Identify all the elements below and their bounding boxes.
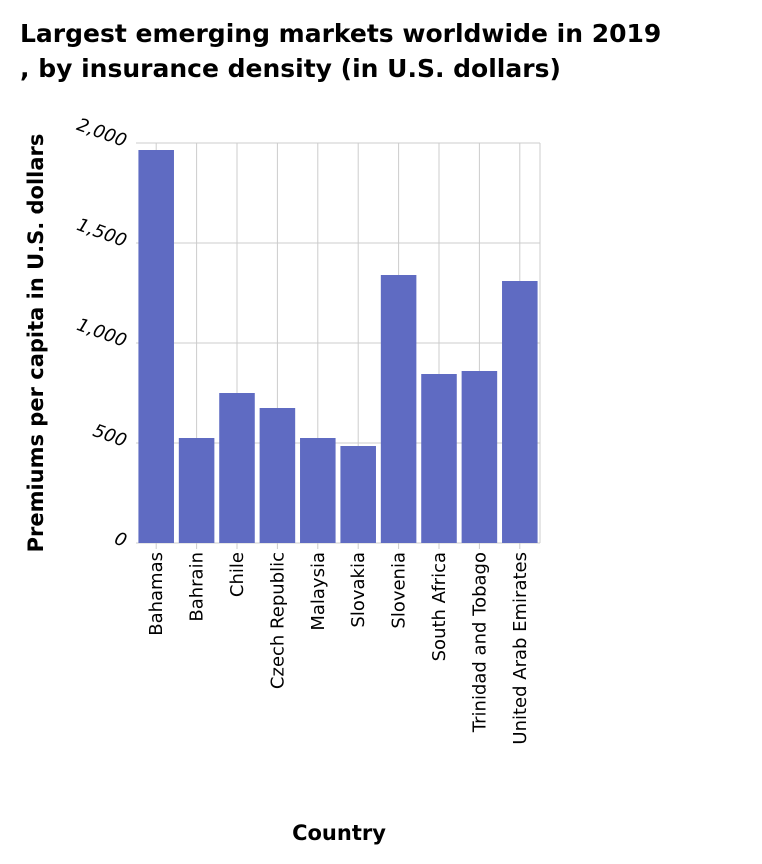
x-tick-label: Trinidad and Tobago bbox=[469, 552, 490, 733]
grid-lines bbox=[136, 142, 541, 549]
bar bbox=[421, 374, 457, 543]
x-tick-label: Bahrain bbox=[187, 552, 208, 622]
chart-title: Largest emerging markets worldwide in 20… bbox=[20, 19, 662, 83]
x-tick-label: Slovakia bbox=[348, 552, 369, 628]
y-tick-label: 2,000 bbox=[74, 114, 130, 151]
x-tick-label: South Africa bbox=[429, 552, 450, 661]
y-tick-label: 1,500 bbox=[74, 214, 130, 251]
bar bbox=[502, 281, 538, 543]
bar bbox=[219, 393, 255, 543]
x-tick-label: Czech Republic bbox=[267, 552, 288, 689]
x-tick-label: Bahamas bbox=[146, 552, 167, 636]
y-tick-label: 500 bbox=[90, 420, 129, 451]
x-axis-label: Country bbox=[292, 821, 386, 845]
bar bbox=[340, 446, 376, 543]
bar bbox=[138, 150, 174, 543]
bar bbox=[380, 275, 417, 543]
bar bbox=[461, 371, 498, 543]
y-tick-label: 0 bbox=[112, 528, 130, 552]
bar bbox=[178, 438, 215, 543]
x-tick-labels: Bahamas Bahrain Chile Czech Republic Malaysi… bbox=[146, 552, 531, 745]
x-tick-label: Malaysia bbox=[308, 552, 329, 631]
x-tick-label: Chile bbox=[227, 552, 248, 597]
x-tick-label: Slovenia bbox=[389, 552, 410, 629]
y-tick-labels: 0 500 1,000 1,500 2,000 bbox=[74, 114, 130, 551]
y-axis-label: Premiums per capita in U.S. dollars bbox=[24, 134, 48, 553]
bars bbox=[138, 150, 538, 543]
y-tick-label: 1,000 bbox=[74, 314, 130, 351]
bar bbox=[259, 408, 296, 543]
bar bbox=[300, 438, 336, 543]
x-tick-label: United Arab Emirates bbox=[510, 552, 531, 745]
